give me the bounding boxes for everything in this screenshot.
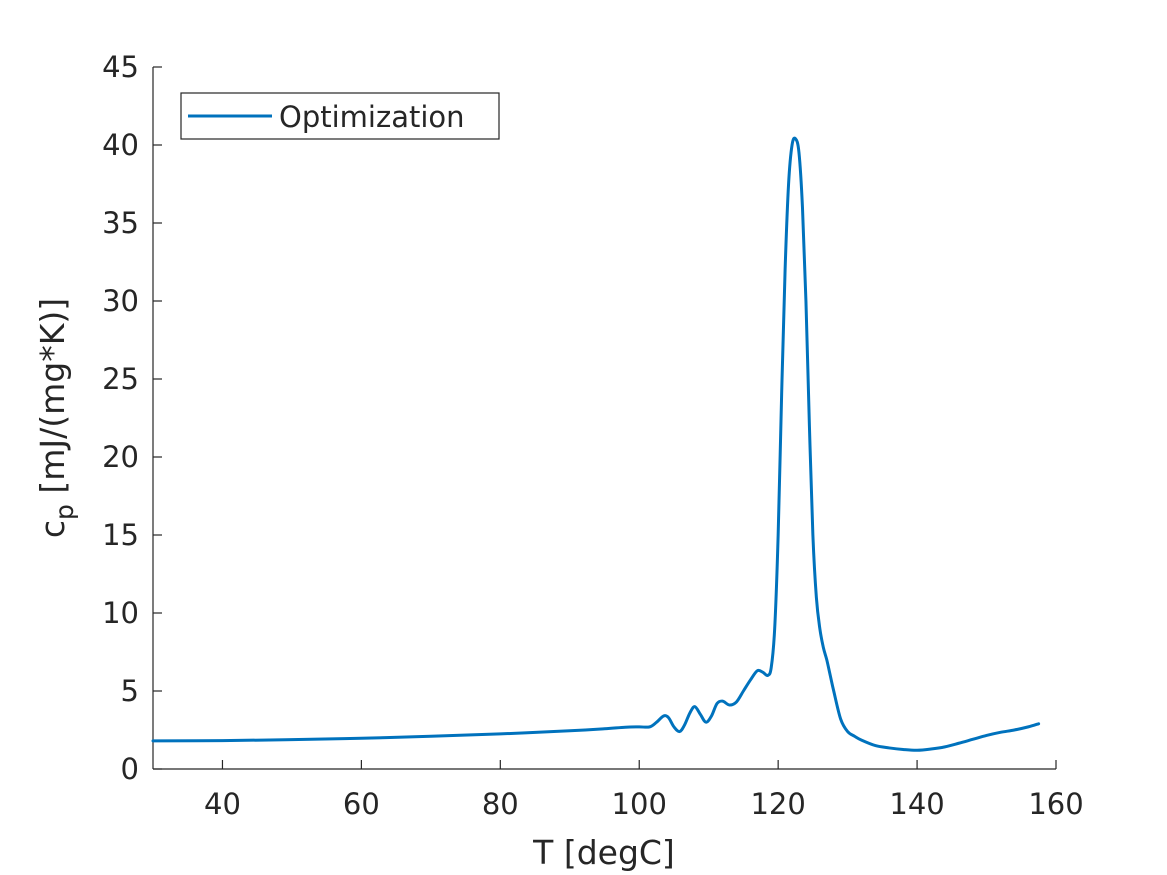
x-tick-label: 60 bbox=[343, 787, 380, 821]
x-tick-label: 40 bbox=[204, 787, 241, 821]
y-tick-label: 40 bbox=[102, 128, 139, 162]
y-axis-label-main: c bbox=[33, 520, 72, 538]
x-tick-label: 140 bbox=[889, 787, 944, 821]
y-tick-label: 30 bbox=[102, 284, 139, 318]
x-tick-label: 160 bbox=[1028, 787, 1083, 821]
y-axis-label-sub: p bbox=[50, 504, 79, 520]
y-tick-label: 25 bbox=[102, 362, 139, 396]
y-tick-label: 20 bbox=[102, 440, 139, 474]
x-tick-label: 120 bbox=[750, 787, 805, 821]
y-tick-label: 5 bbox=[121, 674, 139, 708]
legend: Optimization bbox=[180, 92, 500, 140]
series-line-optimization bbox=[151, 136, 1041, 752]
x-tick-label: 100 bbox=[612, 787, 667, 821]
y-axis-label: cp [mJ/(mg*K)] bbox=[33, 298, 79, 538]
y-tick-label: 15 bbox=[102, 518, 139, 552]
y-tick-label: 10 bbox=[102, 596, 139, 630]
y-tick-label: 45 bbox=[102, 50, 139, 84]
x-tick-label: 80 bbox=[482, 787, 519, 821]
legend-label: Optimization bbox=[279, 100, 465, 134]
series-layer bbox=[151, 136, 1041, 752]
y-tick-label: 35 bbox=[102, 206, 139, 240]
y-tick-label: 0 bbox=[121, 752, 139, 786]
y-axis-label-units: [mJ/(mg*K)] bbox=[33, 298, 72, 504]
axes bbox=[152, 67, 1056, 770]
x-ticks: 40 60 80 100 120 140 160 bbox=[204, 760, 1084, 821]
y-ticks: 0 5 10 15 20 25 30 35 40 45 bbox=[102, 50, 162, 786]
x-axis-label: T [degC] bbox=[532, 833, 675, 872]
